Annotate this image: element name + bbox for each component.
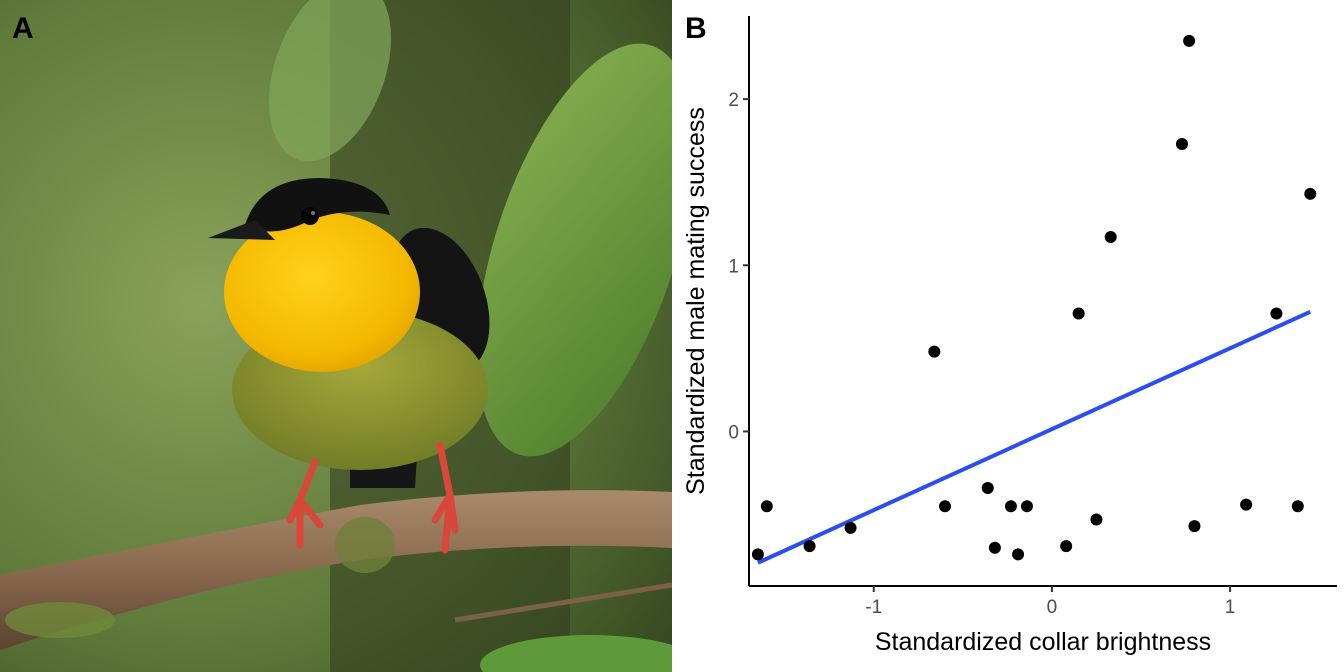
y-tick-label: 0 <box>728 422 739 443</box>
points-group <box>751 34 1317 561</box>
x-tick-label: 0 <box>1047 597 1058 618</box>
twig <box>454 582 672 623</box>
eye <box>301 207 319 225</box>
scatter-panel: -1 0 1 0 1 2 Standardized collar brightness S… <box>672 0 1344 672</box>
x-axis-title: Standardized collar brightness <box>875 628 1211 656</box>
fit-line-group <box>757 309 1312 565</box>
axes <box>748 16 1337 587</box>
data-point <box>1188 520 1201 533</box>
data-point <box>928 345 941 358</box>
data-point <box>1183 34 1196 47</box>
data-point <box>1020 500 1033 513</box>
y-tick-label: 2 <box>728 90 739 111</box>
data-point <box>1060 540 1073 553</box>
data-point <box>803 540 816 553</box>
data-point <box>1104 231 1117 244</box>
moss <box>335 517 395 573</box>
data-point <box>1240 498 1253 511</box>
ticks: -1 0 1 0 1 2 <box>728 90 1235 618</box>
fit-line <box>757 309 1312 565</box>
data-point <box>1012 548 1025 561</box>
data-point <box>981 481 994 494</box>
photo-panel: A <box>0 0 672 672</box>
data-point <box>760 500 773 513</box>
data-point <box>1090 513 1103 526</box>
eye-highlight <box>311 211 315 215</box>
cap <box>245 178 390 232</box>
data-point <box>939 500 951 513</box>
data-point <box>751 548 764 561</box>
right-leg <box>431 441 459 554</box>
beak <box>208 220 275 240</box>
data-point <box>844 521 857 534</box>
data-point <box>1175 137 1188 150</box>
branch <box>0 490 672 650</box>
y-axis-title: Standardized male mating success <box>682 107 710 495</box>
moss <box>5 602 115 638</box>
leaf-right <box>476 43 672 457</box>
leaf-top <box>268 0 392 162</box>
panel-a-label: A <box>12 12 34 45</box>
bird-photo <box>0 0 672 672</box>
data-point <box>1291 500 1304 513</box>
collar <box>224 212 420 372</box>
data-point <box>1270 307 1283 320</box>
scatter-plot: -1 0 1 0 1 2 Standardized collar brightness S… <box>682 16 1337 656</box>
x-tick-label: -1 <box>865 597 882 618</box>
panel-b-label: B <box>685 12 707 45</box>
data-point <box>988 541 1001 554</box>
x-tick-label: 1 <box>1225 597 1236 618</box>
y-tick-label: 1 <box>728 256 739 277</box>
left-leg <box>286 458 324 549</box>
leaf-bottom <box>480 635 672 672</box>
data-point <box>1304 187 1317 200</box>
data-point <box>1072 307 1085 320</box>
data-point <box>1004 500 1017 513</box>
